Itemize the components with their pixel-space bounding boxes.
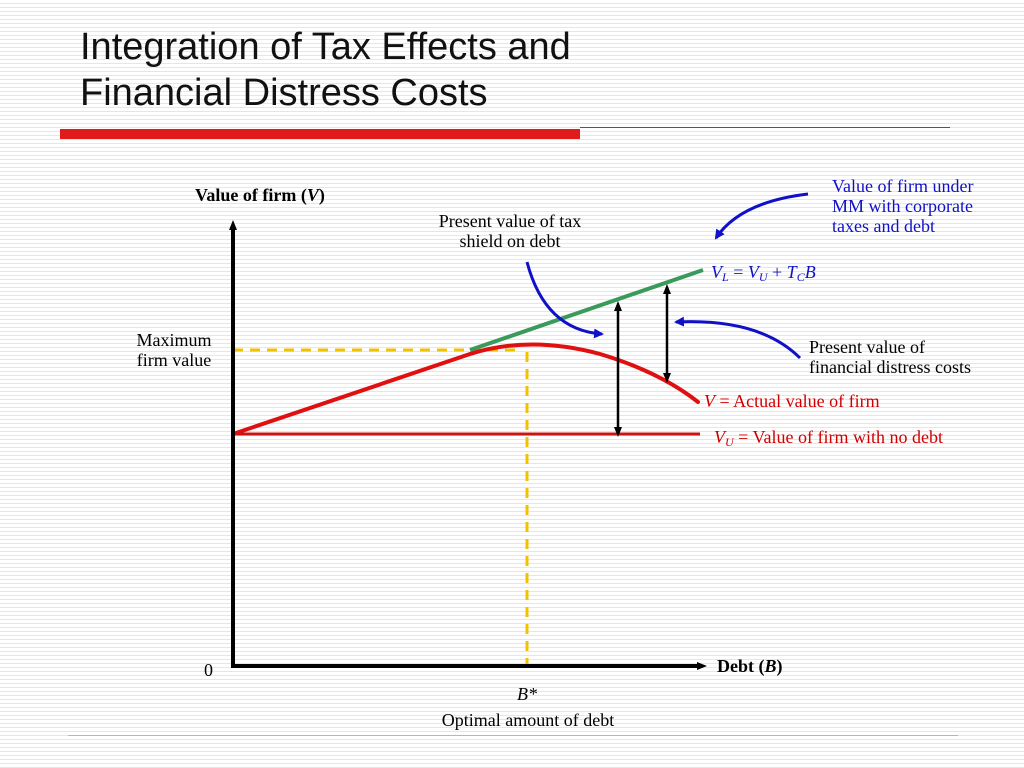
- optimal-debt-label: Optimal amount of debt: [441, 710, 615, 730]
- vl-line: [469, 268, 704, 352]
- distress-pointer: [674, 316, 802, 360]
- distress-cost-label: Present value of financial distress cost…: [809, 337, 971, 377]
- x-axis-label: Debt (B): [717, 656, 783, 676]
- slide-title-line1: Integration of Tax Effects and: [80, 26, 571, 68]
- vl-equation: VL = VU + TCB: [711, 262, 816, 284]
- footer-divider: [68, 735, 958, 736]
- y-axis-label: Value of firm (V): [195, 185, 325, 205]
- origin-label: 0: [204, 660, 213, 680]
- tax-shield-label: Present value of tax shield on debt: [438, 211, 582, 251]
- optimal-debt-symbol: B*: [517, 684, 537, 704]
- max-firm-value-label: Maximum firm value: [136, 330, 212, 370]
- v-curve-label: V = Actual value of firm: [704, 391, 880, 411]
- mm-label: Value of firm under MM with corporate ta…: [832, 176, 974, 236]
- slide-title-line2: Financial Distress Costs: [80, 72, 488, 114]
- mm-pointer: [714, 192, 809, 240]
- slide-title: Integration of Tax Effects and Financial…: [80, 24, 880, 116]
- v-curve: [231, 342, 700, 436]
- tax-shield-pointer: [525, 261, 604, 339]
- title-underline-thin: [580, 127, 950, 128]
- title-underline-thick: [60, 129, 580, 139]
- vu-line-label: VU = Value of firm with no debt: [714, 427, 943, 449]
